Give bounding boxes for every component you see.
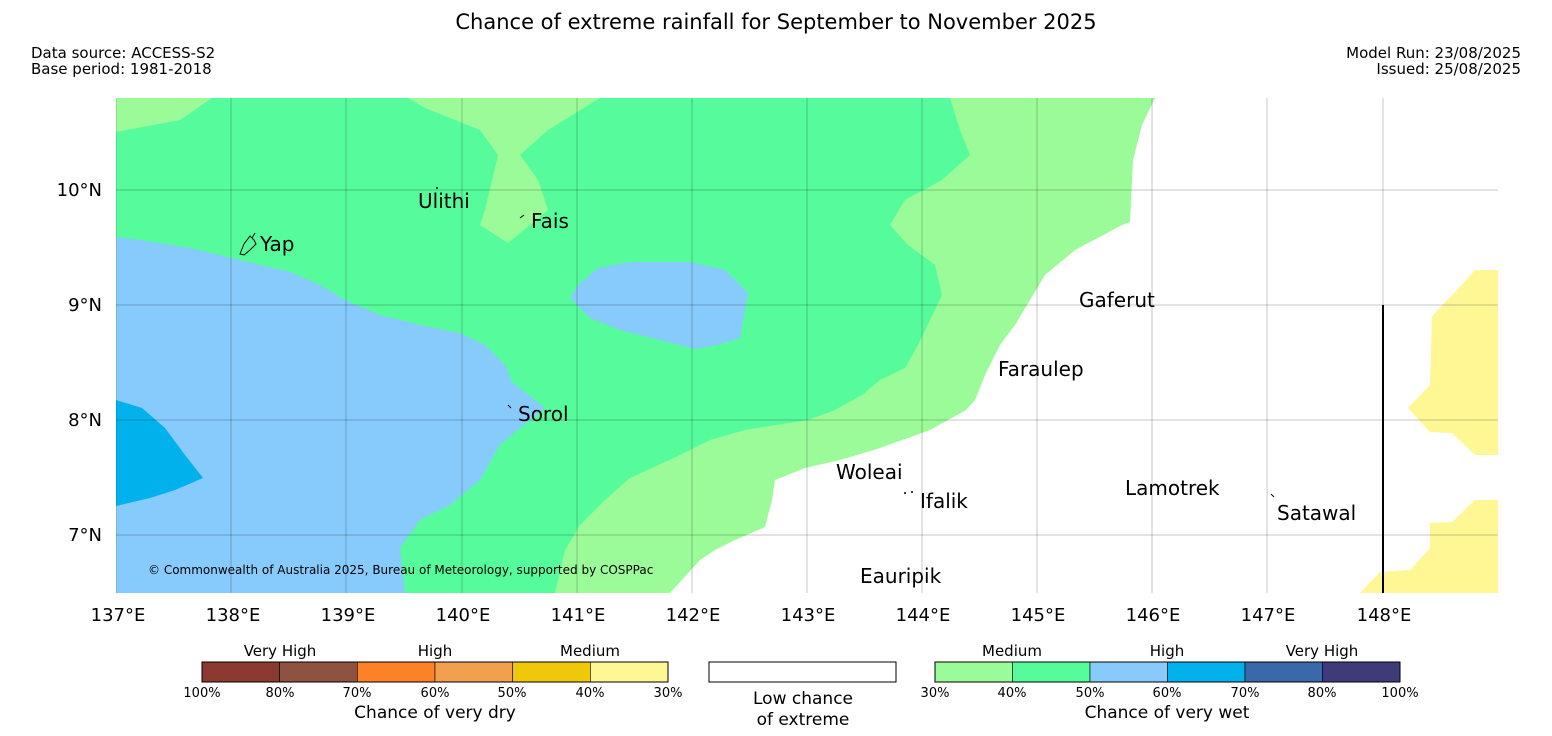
place-label-ulithi: Ulithi: [418, 189, 470, 213]
wet-swatch-4: [1167, 661, 1246, 683]
dry-tick-80: 80%: [266, 686, 295, 701]
dry-swatch-1: [201, 661, 280, 683]
place-label-satawal: Satawal: [1277, 501, 1356, 525]
dry-swatch-5: [512, 661, 591, 683]
dry-swatch-2: [279, 661, 358, 683]
dry-tick-50: 50%: [498, 686, 527, 701]
wet-color-bar-outline: [934, 661, 1401, 683]
longitude-labels: 137°E 138°E 139°E 140°E 141°E 142°E 143°…: [91, 605, 1412, 626]
yap-island-shape: [239, 232, 257, 256]
wet-swatch-2: [1012, 661, 1091, 683]
wet-tick-40: 40%: [998, 686, 1027, 701]
place-label-ifalik: Ifalik: [920, 489, 968, 513]
wet-50-60-region-west: [116, 237, 545, 593]
map-title: Chance of extreme rainfall for September…: [455, 10, 1097, 34]
graticule: [116, 98, 1498, 593]
issued-date: Issued: 25/08/2025: [1376, 60, 1521, 78]
place-label-lamotrek: Lamotrek: [1125, 476, 1220, 500]
place-label-faraulep: Faraulep: [998, 357, 1084, 381]
ifalik-island-dot-2: [911, 491, 913, 493]
wet-category-high: High: [1150, 642, 1184, 660]
data-source: Data source: ACCESS-S2: [31, 44, 216, 62]
dry-swatch-6: [590, 661, 669, 683]
wet-tick-60: 60%: [1153, 686, 1182, 701]
lat-label-10n: 10°N: [57, 180, 102, 201]
lon-label-139e: 139°E: [321, 605, 376, 626]
wet-60-70-region: [116, 400, 203, 506]
copyright-notice: © Commonwealth of Australia 2025, Bureau…: [148, 563, 653, 577]
dry-tick-100: 100%: [183, 686, 220, 701]
dry-category-high: High: [418, 642, 452, 660]
wet-50-60-region-central: [570, 262, 748, 349]
dry-color-bar-outline: [201, 661, 669, 683]
dry-swatch-3: [357, 661, 436, 683]
model-run: Model Run: 23/08/2025: [1346, 44, 1521, 62]
wet-tick-70: 70%: [1231, 686, 1260, 701]
wet-swatch-6: [1322, 661, 1401, 683]
low-chance-label-line1: Low chance: [753, 689, 853, 709]
fais-island-mark: [519, 214, 525, 219]
lon-label-147e: 147°E: [1241, 605, 1296, 626]
lon-label-140e: 140°E: [436, 605, 491, 626]
source-info: Data source: ACCESS-S2 Base period: 1981…: [31, 45, 215, 77]
place-label-eauripik: Eauripik: [860, 564, 942, 588]
dry-legend: Very High High Medium 100% 80% 70% 60% 5…: [183, 642, 682, 723]
lon-label-142e: 142°E: [666, 605, 721, 626]
lon-label-145e: 145°E: [1011, 605, 1066, 626]
wet-tick-80: 80%: [1308, 686, 1337, 701]
map-area: © Commonwealth of Australia 2025, Bureau…: [116, 98, 1498, 593]
wet-swatch-3: [1089, 661, 1168, 683]
lon-label-141e: 141°E: [551, 605, 606, 626]
wet-tick-50: 50%: [1076, 686, 1105, 701]
wet-category-medium: Medium: [982, 642, 1042, 660]
place-label-fais: Fais: [531, 209, 569, 233]
place-label-gaferut: Gaferut: [1079, 288, 1155, 312]
lon-label-137e: 137°E: [91, 605, 146, 626]
wet-legend-label: Chance of very wet: [1085, 703, 1250, 723]
wet-swatch-1: [934, 661, 1013, 683]
base-period: Base period: 1981-2018: [31, 60, 212, 78]
dry-color-bar: [201, 661, 669, 683]
wet-tick-100: 100%: [1381, 686, 1418, 701]
wet-legend: Medium High Very High 30% 40% 50% 60% 70…: [921, 642, 1419, 723]
lon-label-144e: 144°E: [896, 605, 951, 626]
dry-30-40-region-lower: [1360, 500, 1498, 593]
dry-category-medium: Medium: [560, 642, 620, 660]
low-chance-legend: Low chance of extreme: [708, 661, 897, 730]
wet-color-bar: [934, 661, 1401, 683]
wet-tick-30: 30%: [921, 686, 950, 701]
dry-legend-label: Chance of very dry: [354, 703, 516, 723]
dry-tick-40: 40%: [576, 686, 605, 701]
run-info: Model Run: 23/08/2025 Issued: 25/08/2025: [1346, 45, 1521, 77]
lon-label-148e: 148°E: [1357, 605, 1412, 626]
place-labels: Ulithi Fais Yap Gaferut Faraulep Sorol W…: [259, 189, 1356, 588]
place-label-woleai: Woleai: [836, 460, 903, 484]
lon-label-138e: 138°E: [206, 605, 261, 626]
wet-swatch-5: [1244, 661, 1323, 683]
ifalik-island-dot-1: [904, 492, 906, 494]
dry-tick-60: 60%: [421, 686, 450, 701]
satawal-island-mark: [1270, 493, 1275, 498]
lon-label-143e: 143°E: [781, 605, 836, 626]
lat-label-7n: 7°N: [68, 525, 102, 546]
low-chance-label-line2: of extreme: [757, 710, 850, 730]
dry-category-very-high: Very High: [244, 642, 317, 660]
lat-label-8n: 8°N: [68, 410, 102, 431]
dry-swatch-4: [434, 661, 513, 683]
ulithi-island-dot: [436, 187, 438, 189]
dry-30-40-region-upper: [1408, 270, 1498, 455]
latitude-labels: 10°N 9°N 8°N 7°N: [57, 180, 102, 546]
dry-tick-30: 30%: [654, 686, 683, 701]
wet-category-very-high: Very High: [1286, 642, 1359, 660]
dry-tick-70: 70%: [343, 686, 372, 701]
lon-label-146e: 146°E: [1126, 605, 1181, 626]
place-label-sorol: Sorol: [518, 402, 569, 426]
place-label-yap: Yap: [259, 232, 294, 256]
low-chance-swatch: [708, 661, 897, 683]
sorol-island-mark: [507, 404, 512, 409]
lat-label-9n: 9°N: [68, 295, 102, 316]
